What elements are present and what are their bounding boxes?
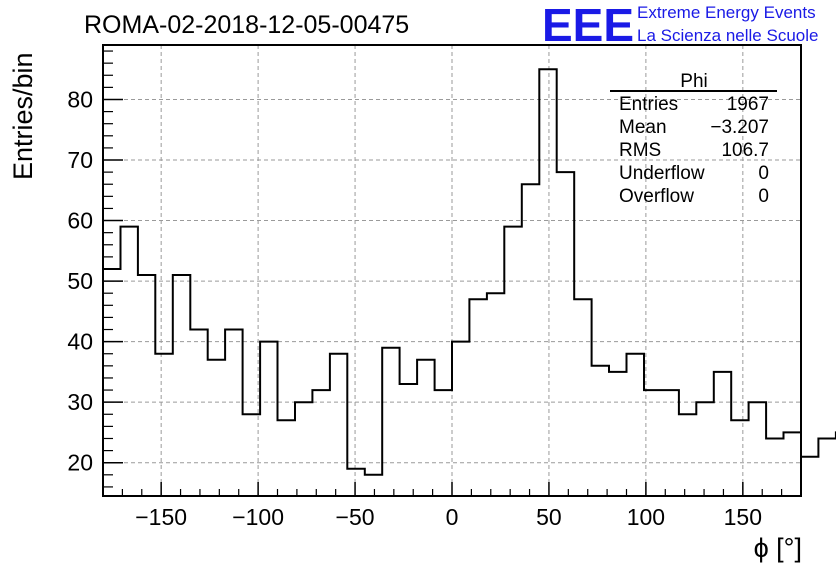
x-tick-label: 100 — [627, 504, 665, 530]
y-tick-label: 80 — [67, 86, 93, 112]
y-tick-label: 50 — [67, 268, 93, 294]
x-axis-label: ϕ [°] — [754, 533, 802, 563]
x-tick-label: −150 — [135, 504, 187, 530]
stats-row-label: Mean — [619, 117, 667, 138]
y-tick-label: 40 — [67, 329, 93, 355]
y-axis-label: Entries/bin — [8, 52, 38, 180]
stats-row-value: −3.207 — [710, 117, 769, 138]
eee-logo: EEE Extreme Energy Events La Scienza nel… — [542, 0, 818, 51]
stats-row-value: 0 — [758, 186, 769, 207]
x-tick-labels: −150 −100 −50 0 50 100 150 — [135, 504, 762, 530]
eee-logo-text: EEE — [542, 0, 634, 51]
histogram-series — [103, 68, 836, 476]
logo-line-2: La Scienza nelle Scuole — [637, 26, 818, 45]
stats-box: Phi Entries 1967 Mean −3.207 RMS 106.7 Underfl… — [610, 71, 777, 207]
logo-line-1: Extreme Energy Events — [637, 3, 816, 22]
y-tick-label: 60 — [67, 208, 93, 234]
x-tick-label: 150 — [724, 504, 762, 530]
stats-row-value: 0 — [758, 163, 769, 184]
y-tick-label: 20 — [67, 450, 93, 476]
chart-title: ROMA-02-2018-12-05-00475 — [84, 11, 409, 39]
stats-row-label: Overflow — [619, 186, 694, 207]
stats-rows: Entries 1967 Mean −3.207 RMS 106.7 Underflow 0 O… — [619, 94, 769, 207]
stats-row-label: Entries — [619, 94, 678, 115]
y-tick-labels: 20 30 40 50 60 70 80 — [67, 86, 93, 475]
stats-row-value: 106.7 — [721, 140, 769, 161]
x-tick-label: 0 — [446, 504, 459, 530]
stats-row-label: Underflow — [619, 163, 705, 184]
y-tick-label: 70 — [67, 147, 93, 173]
stats-name: Phi — [680, 71, 707, 92]
stats-row-value: 1967 — [727, 94, 769, 115]
axis-ticks — [102, 50, 802, 496]
x-tick-label: 50 — [536, 504, 562, 530]
y-tick-label: 30 — [67, 389, 93, 415]
x-tick-label: −50 — [336, 504, 375, 530]
stats-row-label: RMS — [619, 140, 661, 161]
x-tick-label: −100 — [232, 504, 284, 530]
grid-lines — [103, 45, 801, 496]
